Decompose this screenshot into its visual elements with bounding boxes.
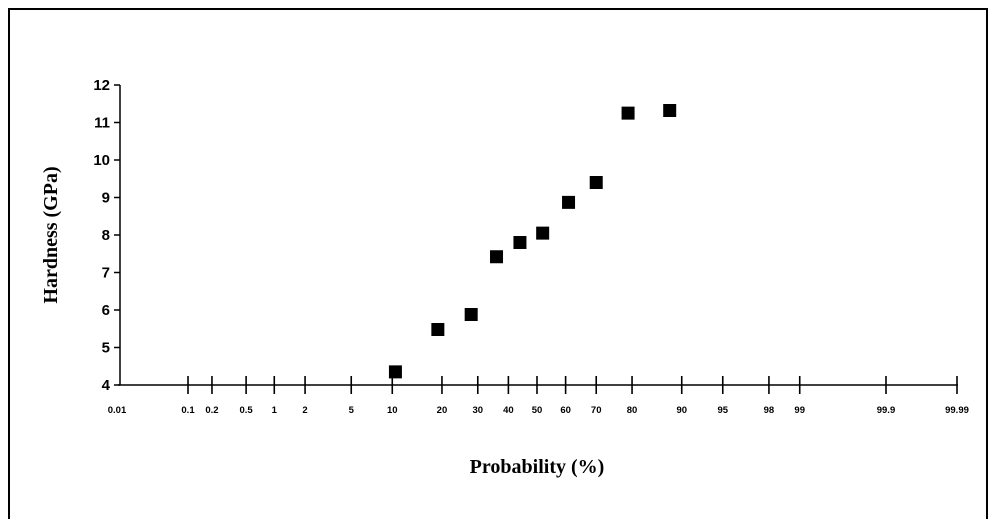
data-point bbox=[431, 323, 445, 336]
x-tick-label: 99 bbox=[794, 405, 805, 416]
data-point bbox=[513, 236, 527, 249]
x-axis: 0.01 0.1 0.2 0.5 1 2 5 10 20 30 40 50 60 70 80 90 95 98 99… bbox=[108, 376, 969, 416]
y-tick-label: 5 bbox=[102, 340, 110, 357]
y-tick-label: 11 bbox=[94, 115, 110, 132]
x-tick-label: 99.99 bbox=[945, 405, 969, 416]
x-tick-label: 0.5 bbox=[239, 405, 253, 416]
y-tick-label: 4 bbox=[102, 377, 111, 394]
y-axis: 4 5 6 7 8 9 10 11 12 bbox=[93, 77, 121, 394]
x-tick-label: 98 bbox=[764, 405, 775, 416]
x-tick-label: 50 bbox=[532, 405, 543, 416]
chart-frame bbox=[8, 8, 988, 519]
x-tick-label: 95 bbox=[717, 405, 728, 416]
x-tick-label: 5 bbox=[349, 405, 355, 416]
data-points bbox=[388, 104, 677, 379]
x-axis-label: Probability (%) bbox=[470, 456, 605, 478]
x-tick-label: 20 bbox=[437, 405, 448, 416]
y-tick-label: 8 bbox=[102, 227, 110, 244]
data-point bbox=[536, 226, 550, 240]
x-tick-label: 30 bbox=[472, 405, 483, 416]
x-tick-label: 60 bbox=[560, 405, 571, 416]
data-point bbox=[490, 250, 504, 264]
data-point bbox=[663, 104, 677, 117]
data-point bbox=[621, 106, 635, 120]
y-tick-label: 6 bbox=[102, 302, 110, 319]
y-tick-label: 12 bbox=[93, 77, 110, 94]
y-tick-label: 9 bbox=[102, 190, 110, 207]
data-point bbox=[388, 365, 402, 379]
x-tick-label: 70 bbox=[591, 405, 602, 416]
x-tick-label: 0.01 bbox=[108, 405, 127, 416]
y-tick-label: 7 bbox=[102, 265, 110, 282]
x-tick-label: 2 bbox=[302, 405, 307, 416]
y-axis-label: Hardness (GPa) bbox=[40, 166, 62, 303]
x-tick-label: 99.9 bbox=[877, 405, 896, 416]
x-tick-label: 40 bbox=[503, 405, 514, 416]
data-point bbox=[562, 195, 576, 209]
x-tick-label: 10 bbox=[387, 405, 398, 416]
x-tick-label: 90 bbox=[676, 405, 687, 416]
x-tick-label: 0.1 bbox=[181, 405, 195, 416]
data-point bbox=[464, 308, 478, 321]
y-tick-label: 10 bbox=[93, 152, 110, 169]
x-tick-label: 0.2 bbox=[205, 405, 218, 416]
x-tick-label: 80 bbox=[627, 405, 638, 416]
x-tick-label: 1 bbox=[272, 405, 278, 416]
data-point bbox=[589, 176, 603, 189]
